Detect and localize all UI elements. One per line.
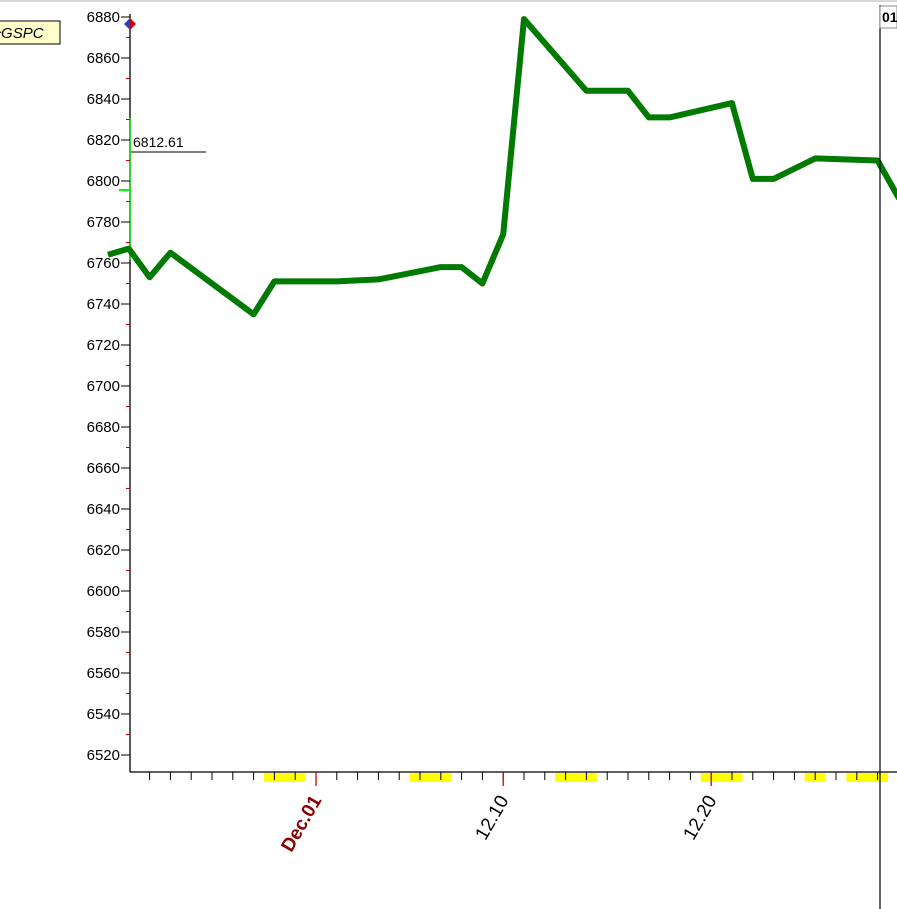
y-tick-label: 6620 — [87, 542, 120, 559]
price-point — [107, 254, 109, 256]
price-point — [128, 248, 130, 250]
y-tick-label: 6780 — [87, 214, 120, 231]
y-tick-label: 6760 — [87, 255, 120, 272]
ticker-label: ^GSPC — [0, 25, 44, 42]
price-point — [502, 233, 504, 235]
weekend-highlight — [409, 773, 452, 782]
corner-label: 01 — [882, 9, 897, 25]
y-tick-label: 6560 — [87, 665, 120, 682]
price-marker-label: 6812.61 — [133, 134, 184, 150]
y-tick-label: 6840 — [87, 91, 120, 108]
price-point — [336, 280, 338, 282]
y-tick-label: 6720 — [87, 337, 120, 354]
price-point — [523, 18, 525, 20]
price-series — [107, 16, 897, 318]
price-point — [585, 90, 587, 92]
y-tick-label: 6700 — [87, 378, 120, 395]
x-tick-label: Dec.01 — [278, 792, 327, 856]
price-point — [752, 178, 754, 180]
price-point — [377, 278, 379, 280]
x-tick-label: 12.20 — [680, 792, 722, 844]
y-tick-label: 6540 — [87, 706, 120, 723]
ticker-badge[interactable]: ^GSPC — [0, 20, 61, 45]
y-tick-label: 6800 — [87, 173, 120, 190]
y-tick-label: 6860 — [87, 50, 120, 67]
weekend-highlight — [555, 773, 597, 782]
x-tick-label: 12.10 — [472, 792, 514, 844]
price-line — [107, 16, 897, 318]
price-point — [814, 157, 816, 159]
weekend-highlight — [846, 773, 888, 782]
price-point — [773, 178, 775, 180]
price-point — [149, 276, 151, 278]
y-tick-label: 6820 — [87, 132, 120, 149]
y-axis: 6880 6860 6840 6820 6800 6780 6760 6740 6720 6700… — [87, 9, 136, 772]
weekend-highlight — [264, 773, 306, 782]
weekend-highlight — [700, 773, 743, 782]
price-point — [273, 280, 275, 282]
price-point — [461, 266, 463, 268]
price-marker: 6812.61 — [131, 134, 206, 153]
price-point — [440, 266, 442, 268]
y-axis-marker-left — [124, 18, 130, 30]
price-point — [627, 90, 629, 92]
y-tick-label: 6600 — [87, 583, 120, 600]
price-point — [481, 283, 483, 284]
y-tick-label: 6880 — [87, 9, 120, 26]
y-tick-label: 6640 — [87, 501, 120, 518]
top-strip — [0, 0, 897, 2]
price-point — [669, 116, 671, 118]
y-tick-label: 6580 — [87, 624, 120, 641]
price-point — [877, 160, 879, 161]
price-point — [169, 252, 171, 254]
price-point — [731, 102, 733, 104]
y-tick-label: 6680 — [87, 419, 120, 436]
current-date-cursor: 01 — [879, 5, 897, 909]
price-point — [648, 116, 650, 118]
y-tick-label: 6660 — [87, 460, 120, 477]
y-axis-marker-right — [130, 18, 136, 30]
y-tick-label: 6740 — [87, 296, 120, 313]
y-tick-label: 6520 — [87, 747, 120, 764]
price-point — [253, 313, 255, 315]
